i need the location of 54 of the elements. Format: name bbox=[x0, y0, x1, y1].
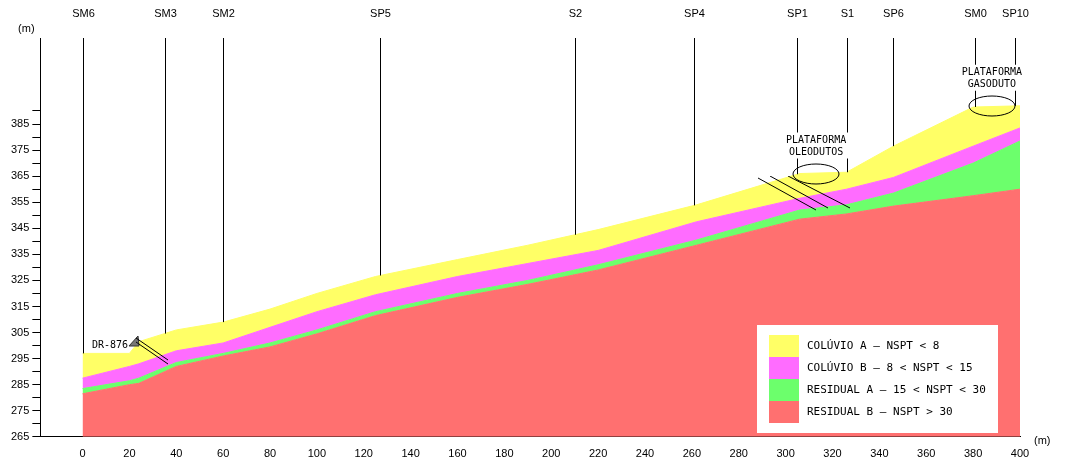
x-tick-label: 200 bbox=[542, 447, 561, 460]
annotation: PLATAFORMA OLEODUTOS bbox=[785, 134, 847, 158]
x-tick-label: 380 bbox=[963, 447, 983, 460]
ref-line-label: SP5 bbox=[370, 7, 391, 20]
x-tick-label: 80 bbox=[263, 447, 277, 460]
x-tick-label: 140 bbox=[401, 447, 420, 460]
y-axis-title: (m) bbox=[18, 21, 35, 34]
y-tick-label: 315 bbox=[10, 299, 30, 312]
ref-line-label: SM2 bbox=[212, 7, 235, 20]
y-tick-label: 295 bbox=[10, 351, 30, 364]
x-tick-label: 240 bbox=[635, 447, 655, 460]
x-tick-label: 160 bbox=[448, 447, 467, 460]
x-tick-label: 320 bbox=[823, 447, 842, 460]
legend-label: RESIDUAL A – 15 < NSPT < 30 bbox=[807, 383, 986, 397]
x-tick-label: 260 bbox=[682, 447, 702, 460]
x-tick-label: 20 bbox=[123, 447, 136, 460]
legend-label: RESIDUAL B – NSPT > 30 bbox=[807, 405, 953, 419]
y-tick-label: 285 bbox=[10, 377, 30, 390]
y-tick-label: 275 bbox=[10, 403, 30, 416]
y-tick-label: 265 bbox=[10, 429, 30, 442]
x-tick-label: 120 bbox=[354, 447, 373, 460]
x-tick-label: 40 bbox=[170, 447, 183, 460]
annotation: DR-876 bbox=[91, 339, 129, 351]
x-tick-label: 220 bbox=[588, 447, 608, 460]
x-tick-label: 0 bbox=[79, 447, 86, 460]
ref-line-label: SP1 bbox=[787, 7, 808, 20]
y-tick-label: 375 bbox=[10, 143, 30, 156]
x-tick-label: 340 bbox=[870, 447, 889, 460]
ref-line-label: SM6 bbox=[72, 7, 95, 20]
y-tick-label: 365 bbox=[10, 169, 30, 182]
ref-line-label: S1 bbox=[840, 7, 855, 20]
y-tick-label: 345 bbox=[10, 221, 30, 234]
ref-line-label: SP10 bbox=[1002, 7, 1029, 20]
y-tick-label: 355 bbox=[10, 195, 30, 208]
x-tick-label: 100 bbox=[307, 447, 327, 460]
y-tick-label: 305 bbox=[10, 325, 30, 338]
ref-line-label: SM0 bbox=[964, 7, 987, 20]
y-tick-label: 325 bbox=[10, 273, 30, 286]
x-tick-label: 300 bbox=[776, 447, 795, 460]
ref-line-label: SM3 bbox=[154, 7, 177, 20]
y-tick-label: 385 bbox=[10, 117, 30, 130]
x-tick-label: 400 bbox=[1010, 447, 1030, 460]
y-tick-label: 335 bbox=[10, 247, 30, 260]
ref-line-label: S2 bbox=[568, 7, 583, 20]
legend-label: COLÚVIO B – 8 < NSPT < 15 bbox=[807, 361, 973, 375]
legend-label: COLÚVIO A – NSPT < 8 bbox=[807, 339, 940, 353]
x-tick-label: 280 bbox=[729, 447, 748, 460]
ref-line-label: SP4 bbox=[684, 7, 705, 20]
x-tick-label: 180 bbox=[495, 447, 514, 460]
x-tick-label: 360 bbox=[917, 447, 936, 460]
ref-line-label: SP6 bbox=[883, 7, 904, 20]
x-tick-label: 60 bbox=[217, 447, 230, 460]
x-axis-title: (m) bbox=[1034, 433, 1051, 446]
annotation: PLATAFORMA GASODUTO bbox=[961, 66, 1022, 90]
